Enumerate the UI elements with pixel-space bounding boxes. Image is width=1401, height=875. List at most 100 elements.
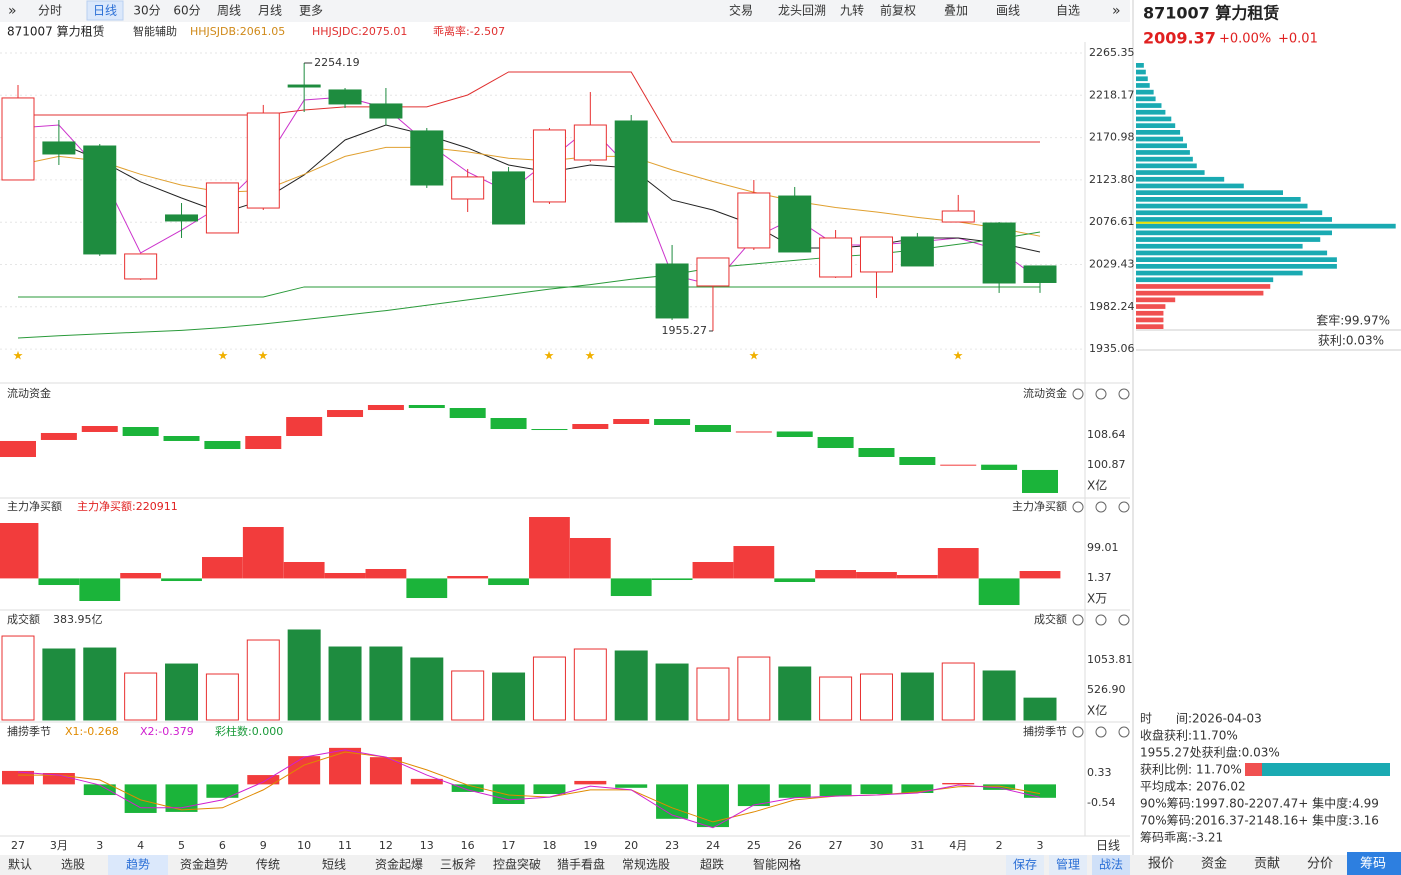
period-tab[interactable]: 日线 [93, 4, 117, 18]
y-tick-label: 2265.35 [1089, 46, 1135, 59]
chip-bar [1136, 69, 1146, 75]
volume-bar [328, 646, 362, 721]
flow-bar [490, 418, 527, 430]
chip-bar [1136, 310, 1164, 316]
bottom-tab[interactable]: 短线 [322, 858, 346, 872]
panel-title: 成交额 [7, 612, 40, 626]
bar [896, 574, 938, 579]
tool-button[interactable]: 画线 [996, 4, 1020, 18]
flow-bar [163, 436, 200, 441]
panel-icon[interactable] [1118, 501, 1130, 513]
panel-icon[interactable] [1072, 726, 1084, 738]
chip-bar [1136, 264, 1337, 269]
toolbar [0, 0, 1130, 22]
bar [369, 757, 402, 785]
right-tab[interactable]: 筹码 [1360, 856, 1386, 872]
chip-bar [1136, 89, 1154, 95]
chip-bar [1136, 136, 1184, 142]
indicator-label: HHJSJDC:2075.01 [312, 25, 407, 38]
bottom-tab[interactable]: 传统 [256, 857, 280, 872]
period-tab[interactable]: 周线 [217, 4, 241, 18]
tool-button[interactable]: 九转 [840, 3, 864, 18]
quote-change: +0.01 [1278, 32, 1318, 47]
volume-bar [410, 657, 444, 721]
action-button[interactable]: 管理 [1056, 857, 1080, 872]
bottom-tab[interactable]: 猎手看盘 [557, 857, 605, 872]
right-tab[interactable]: 资金 [1201, 856, 1227, 872]
bottom-tab[interactable]: 资金趋势 [180, 857, 228, 872]
bottom-tab[interactable]: 超跌 [700, 857, 724, 872]
action-button[interactable]: 保存 [1013, 858, 1037, 872]
y-tick-label: 1.37 [1087, 571, 1112, 584]
x-tick-label: 19 [583, 839, 597, 852]
panel-icon[interactable] [1095, 388, 1107, 400]
bar [696, 784, 729, 828]
bar [978, 578, 1020, 606]
panel-icon[interactable] [1095, 501, 1107, 513]
panel-icon[interactable] [1118, 726, 1130, 738]
chip-info: 筹码乖离:-3.21 [1140, 830, 1223, 845]
bottom-tab[interactable]: 控盘突破 [493, 857, 541, 872]
profit-ratio: 获利:0.03% [1318, 334, 1384, 348]
candle-body [165, 214, 199, 222]
panel-icon[interactable] [1072, 388, 1084, 400]
bottom-tab[interactable]: 三板斧 [440, 858, 476, 872]
period-tab[interactable]: 60分 [173, 4, 200, 18]
candle-body [778, 195, 812, 253]
right-tab[interactable]: 贡献 [1254, 857, 1280, 872]
bar [406, 578, 448, 599]
bar [79, 578, 121, 601]
right-tab[interactable]: 报价 [1148, 857, 1174, 872]
x-tick-label: 3 [96, 839, 103, 852]
panel-icon[interactable] [1072, 614, 1084, 626]
bottom-tab[interactable]: 常规选股 [622, 857, 670, 872]
x-tick-label: 27 [11, 839, 25, 852]
legend-label: X2:-0.379 [140, 725, 194, 738]
x-tick-label: 27 [829, 839, 843, 852]
bottom-tab[interactable]: 智能网格 [753, 857, 801, 872]
chip-bar [1136, 237, 1321, 242]
unit-label: X亿 [1087, 703, 1107, 718]
panel-icon[interactable] [1095, 726, 1107, 738]
candle-body [83, 145, 117, 255]
flow-bar [776, 431, 813, 438]
period-tab[interactable]: 分时 [38, 4, 62, 18]
tool-button[interactable]: 前复权 [880, 3, 916, 18]
y-tick-label: 0.33 [1087, 766, 1112, 779]
period-tab[interactable]: 更多 [299, 4, 323, 18]
chip-bar [1136, 143, 1187, 149]
star: ★ [544, 349, 555, 363]
indicator-label: 智能辅助 [133, 24, 177, 38]
bottom-tab[interactable]: 资金起爆 [375, 857, 423, 872]
chip-bar [1136, 250, 1328, 256]
chip-bar [1136, 130, 1181, 135]
legend-label: X1:-0.268 [65, 725, 119, 738]
tool-button[interactable]: 龙头回溯 [778, 3, 826, 18]
bar [901, 784, 934, 793]
candle-body [328, 89, 362, 105]
collapse-icon[interactable]: » [8, 3, 17, 19]
chip-bar [1136, 304, 1166, 309]
bottom-tab[interactable]: 默认 [8, 857, 32, 872]
expand-icon[interactable]: » [1112, 3, 1121, 19]
flow-bar [858, 448, 895, 458]
bar [410, 778, 443, 785]
right-tab[interactable]: 分价 [1307, 857, 1333, 872]
bottom-tab[interactable]: 选股 [61, 858, 85, 872]
panel-icon[interactable] [1118, 614, 1130, 626]
tool-button[interactable]: 叠加 [944, 4, 968, 18]
period-tab[interactable]: 30分 [133, 4, 160, 18]
bottom-tab[interactable]: 趋势 [126, 858, 150, 872]
chip-bar [1136, 197, 1301, 202]
active-tab [108, 855, 168, 875]
panel-icon[interactable] [1095, 614, 1107, 626]
tool-button[interactable]: 自选 [1056, 4, 1080, 18]
panel-icon[interactable] [1118, 388, 1130, 400]
tool-button[interactable]: 交易 [729, 3, 753, 18]
period-tab[interactable]: 月线 [258, 4, 282, 18]
chip-bar [1136, 76, 1148, 82]
panel-icon[interactable] [1072, 501, 1084, 513]
candle-body [492, 171, 526, 225]
action-button[interactable]: 战法 [1099, 858, 1123, 872]
y-tick-label: 2123.80 [1089, 173, 1135, 186]
